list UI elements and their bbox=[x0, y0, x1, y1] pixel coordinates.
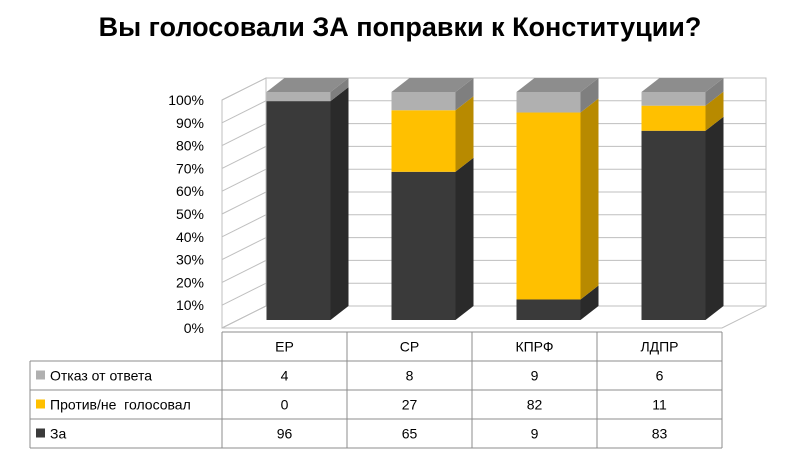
y-tick-label: 0% bbox=[184, 320, 204, 336]
bar-ср-отказ-от-ответа bbox=[391, 92, 456, 111]
bar-ср-против-не-голосовал bbox=[391, 110, 456, 172]
data-label: 6 bbox=[656, 368, 664, 384]
x-tick-label: СР bbox=[400, 339, 419, 355]
y-tick-label: 60% bbox=[176, 183, 204, 199]
data-label: 9 bbox=[531, 368, 539, 384]
x-tick-label: КПРФ bbox=[515, 339, 553, 355]
gridlines bbox=[221, 77, 766, 329]
y-tick-label: 80% bbox=[176, 138, 204, 154]
bar-side-ср-отказ-от-ответа bbox=[455, 78, 474, 111]
legend-swatch-отказ-от-ответа bbox=[36, 370, 45, 380]
y-tick-label: 20% bbox=[176, 274, 204, 290]
y-tick-label: 70% bbox=[176, 160, 204, 176]
y-tick-label: 50% bbox=[176, 206, 204, 222]
legend-entry: За bbox=[50, 426, 66, 442]
bar-кпрф-за bbox=[516, 299, 581, 320]
gridline bbox=[221, 282, 766, 306]
data-label: 11 bbox=[652, 397, 667, 413]
bar-side-лдпр-отказ-от-ответа bbox=[705, 78, 724, 106]
gridline bbox=[221, 305, 766, 329]
data-label: 83 bbox=[652, 426, 668, 442]
x-tick-label: ЛДПР bbox=[640, 339, 678, 355]
data-label: 27 bbox=[402, 397, 418, 413]
bar-stack-ер bbox=[266, 78, 349, 321]
bar-side-кпрф-против-не-голосовал bbox=[580, 98, 599, 300]
gridline bbox=[221, 214, 766, 238]
y-tick-label: 30% bbox=[176, 252, 204, 268]
gridline bbox=[221, 237, 766, 261]
gridline bbox=[221, 145, 766, 169]
bar-top-ср bbox=[391, 78, 474, 92]
gridline bbox=[221, 77, 766, 101]
data-label: 9 bbox=[531, 426, 539, 442]
bar-top-лдпр bbox=[641, 78, 724, 92]
gridline bbox=[221, 168, 766, 192]
y-tick-label: 10% bbox=[176, 297, 204, 313]
bar-stack-кпрф bbox=[516, 78, 599, 320]
bar-ер-отказ-от-ответа bbox=[266, 92, 331, 102]
data-label: 65 bbox=[402, 426, 418, 442]
bar-ер-за bbox=[266, 101, 331, 321]
bar-stack-ср bbox=[391, 78, 474, 320]
legend-entry: Отказ от ответа bbox=[50, 368, 152, 384]
gridline bbox=[221, 123, 766, 147]
legend-swatch-за bbox=[36, 428, 45, 438]
bar-лдпр-против-не-голосовал bbox=[641, 105, 706, 131]
bar-ср-за bbox=[391, 171, 456, 320]
legend-entry: Против/не голосовал bbox=[50, 397, 191, 413]
y-axis: 0% 10% 20% 30% 40% 50% 60% 70% 80% 90% 100% bbox=[168, 92, 204, 336]
gridline bbox=[221, 100, 766, 124]
gridline bbox=[221, 191, 766, 215]
bar-кпрф-отказ-от-ответа bbox=[516, 92, 581, 113]
bar-side-ер-за bbox=[330, 87, 349, 321]
data-label: 82 bbox=[527, 397, 543, 413]
bar-side-ср-за bbox=[455, 157, 474, 320]
data-label: 4 bbox=[281, 368, 289, 384]
bar-stack-лдпр bbox=[641, 78, 724, 320]
bar-side-лдпр-за bbox=[705, 116, 724, 320]
y-tick-label: 90% bbox=[176, 115, 204, 131]
data-label: 8 bbox=[406, 368, 414, 384]
bars bbox=[266, 78, 724, 321]
bar-side-ср-против-не-голосовал bbox=[455, 96, 474, 172]
data-label: 0 bbox=[281, 397, 289, 413]
x-tick-label: ЕР bbox=[275, 339, 294, 355]
data-label: 96 bbox=[277, 426, 293, 442]
gridline bbox=[221, 259, 766, 283]
bar-side-кпрф-отказ-от-ответа bbox=[580, 78, 599, 113]
chart-title: Вы голосовали ЗА поправки к Конституции? bbox=[98, 12, 702, 42]
bar-кпрф-против-не-голосовал bbox=[516, 112, 581, 300]
bar-side-ер-отказ-от-ответа bbox=[330, 78, 349, 102]
legend-swatch-против-не-голосовал bbox=[36, 399, 45, 409]
bar-top-ер bbox=[266, 78, 349, 92]
bar-лдпр-отказ-от-ответа bbox=[641, 92, 706, 106]
bar-лдпр-за bbox=[641, 130, 706, 320]
y-tick-label: 100% bbox=[168, 92, 204, 108]
bar-side-лдпр-против-не-голосовал bbox=[705, 91, 724, 131]
bar-top-кпрф bbox=[516, 78, 599, 92]
y-tick-label: 40% bbox=[176, 229, 204, 245]
bar-side-кпрф-за bbox=[580, 285, 599, 320]
